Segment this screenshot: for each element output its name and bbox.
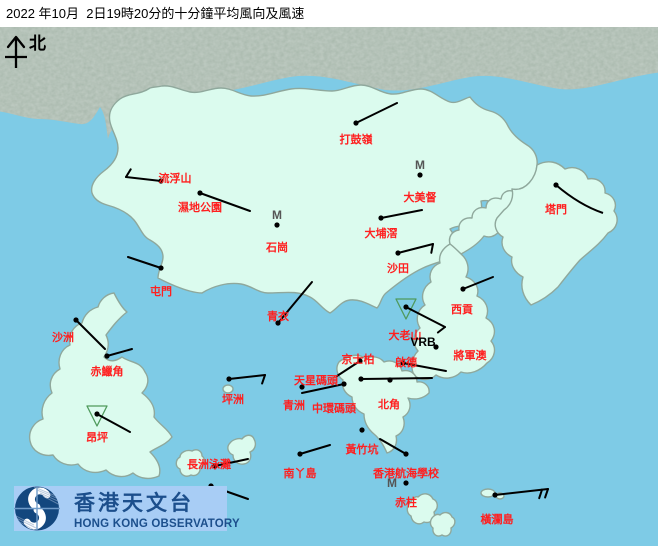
svg-text:北: 北: [29, 34, 46, 53]
